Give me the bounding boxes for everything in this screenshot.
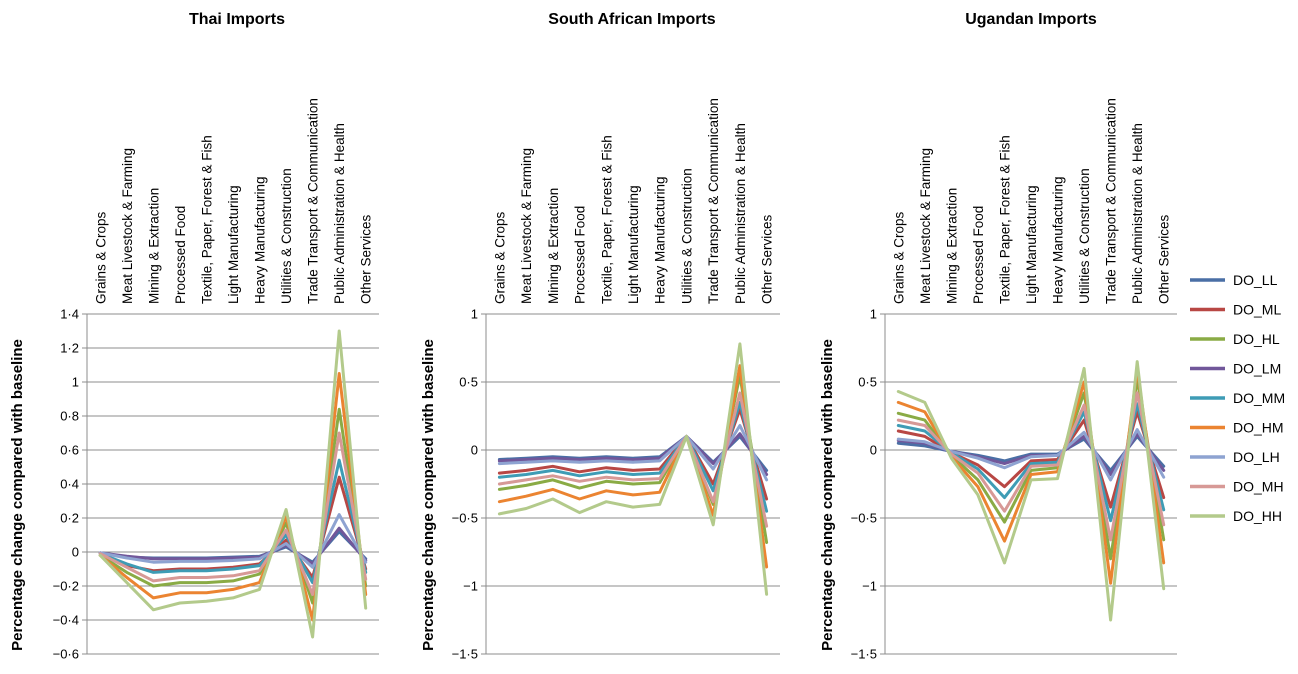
y-tick-label: 0: [870, 443, 877, 458]
category-label: Other Services: [359, 214, 374, 304]
y-tick-label: 0·8: [60, 409, 79, 424]
legend-label: DO_LM: [1233, 361, 1281, 377]
category-label: Utilities & Construction: [679, 168, 694, 304]
category-label: Processed Food: [971, 206, 986, 304]
y-tick-label: 0·2: [60, 511, 79, 526]
category-label: Public Administration & Health: [332, 123, 347, 304]
chart-thai-imports: Thai Imports Percentage change compared …: [9, 11, 379, 662]
series-line-do-hm: [896, 366, 1166, 585]
y-axis-label: Percentage change compared with baseline: [9, 339, 26, 651]
category-label: Trade Transport & Communication: [1104, 98, 1119, 304]
category-label: Public Administration & Health: [1130, 123, 1145, 304]
category-label: Other Services: [760, 214, 775, 304]
category-label: Grains & Crops: [891, 211, 906, 304]
legend-label: DO_MM: [1233, 390, 1285, 406]
y-tick-label: 0·6: [60, 443, 79, 458]
category-label: Public Administration & Health: [733, 123, 748, 304]
y-tick-label: −1·5: [851, 647, 877, 662]
legend-label: DO_ML: [1233, 302, 1281, 318]
y-tick-label: 0·5: [858, 375, 877, 390]
category-label: Mining & Extraction: [146, 188, 161, 304]
y-tick-label: −0·5: [851, 511, 877, 526]
legend-label: DO_HM: [1233, 420, 1284, 436]
legend: DO_LL DO_ML DO_HL DO_LM DO_MM DO_HM DO_LH DO_MH…: [1190, 272, 1285, 524]
chart-title: Ugandan Imports: [965, 11, 1097, 28]
y-tick-label: −0·4: [53, 613, 79, 628]
legend-label: DO_LH: [1233, 449, 1280, 465]
category-label: Mining & Extraction: [944, 188, 959, 304]
legend-label: DO_MH: [1233, 479, 1284, 495]
category-label: Light Manufacturing: [626, 185, 641, 304]
series-line-do-hm: [497, 364, 769, 569]
series-line-do-hh: [896, 360, 1166, 622]
y-tick-label: −0·2: [53, 579, 79, 594]
category-label: Meat Livestock & Farming: [120, 148, 135, 304]
y-tick-label: 1: [870, 307, 877, 322]
y-axis-label: Percentage change compared with baseline: [420, 339, 437, 651]
category-label: Processed Food: [573, 206, 588, 304]
y-tick-label: −0·5: [452, 511, 478, 526]
chart-ugandan-imports: Ugandan Imports Percentage change compar…: [819, 11, 1177, 662]
category-label: Grains & Crops: [492, 211, 507, 304]
series-line-do-ml: [497, 407, 769, 501]
legend-label: DO_LL: [1233, 272, 1278, 288]
category-label: Heavy Manufacturing: [1051, 176, 1066, 304]
y-tick-label: −1: [463, 579, 478, 594]
y-tick-label: 1: [72, 375, 79, 390]
series-line-do-lh: [896, 428, 1166, 482]
category-label: Meat Livestock & Farming: [519, 148, 534, 304]
y-tick-label: 0: [72, 545, 79, 560]
category-label: Textile, Paper, Forest & Fish: [199, 135, 214, 304]
category-label: Trade Transport & Communication: [306, 98, 321, 304]
y-tick-label: 1·2: [60, 341, 79, 356]
category-label: Heavy Manufacturing: [253, 176, 268, 304]
y-tick-label: −1: [862, 579, 877, 594]
y-tick-label: 0·4: [60, 477, 79, 492]
y-tick-label: 1·4: [60, 307, 79, 322]
category-label: Utilities & Construction: [279, 168, 294, 304]
category-label: Heavy Manufacturing: [653, 176, 668, 304]
legend-label: DO_HL: [1233, 331, 1280, 347]
chart-title: Thai Imports: [189, 11, 285, 28]
y-tick-label: 0: [471, 443, 478, 458]
series-line-do-lm: [98, 526, 368, 566]
series-line-do-hh: [98, 329, 368, 639]
y-tick-label: 0·5: [459, 375, 478, 390]
category-label: Processed Food: [173, 206, 188, 304]
category-label: Textile, Paper, Forest & Fish: [997, 135, 1012, 304]
legend-label: DO_HH: [1233, 508, 1282, 524]
category-label: Grains & Crops: [93, 211, 108, 304]
y-tick-label: −0·6: [53, 647, 79, 662]
chart-title: South African Imports: [548, 11, 716, 28]
chart-south-african-imports: South African Imports Percentage change …: [420, 11, 780, 662]
y-tick-label: 1: [471, 307, 478, 322]
category-label: Textile, Paper, Forest & Fish: [599, 135, 614, 304]
category-label: Mining & Extraction: [546, 188, 561, 304]
y-tick-label: −1·5: [452, 647, 478, 662]
series-line-do-hh: [497, 342, 769, 596]
category-label: Meat Livestock & Farming: [918, 148, 933, 304]
category-label: Light Manufacturing: [1024, 185, 1039, 304]
category-label: Trade Transport & Communication: [706, 98, 721, 304]
category-label: Utilities & Construction: [1077, 168, 1092, 304]
category-label: Light Manufacturing: [226, 185, 241, 304]
series-line-do-mh: [896, 391, 1166, 542]
y-axis-label: Percentage change compared with baseline: [819, 339, 836, 651]
category-label: Other Services: [1157, 214, 1172, 304]
